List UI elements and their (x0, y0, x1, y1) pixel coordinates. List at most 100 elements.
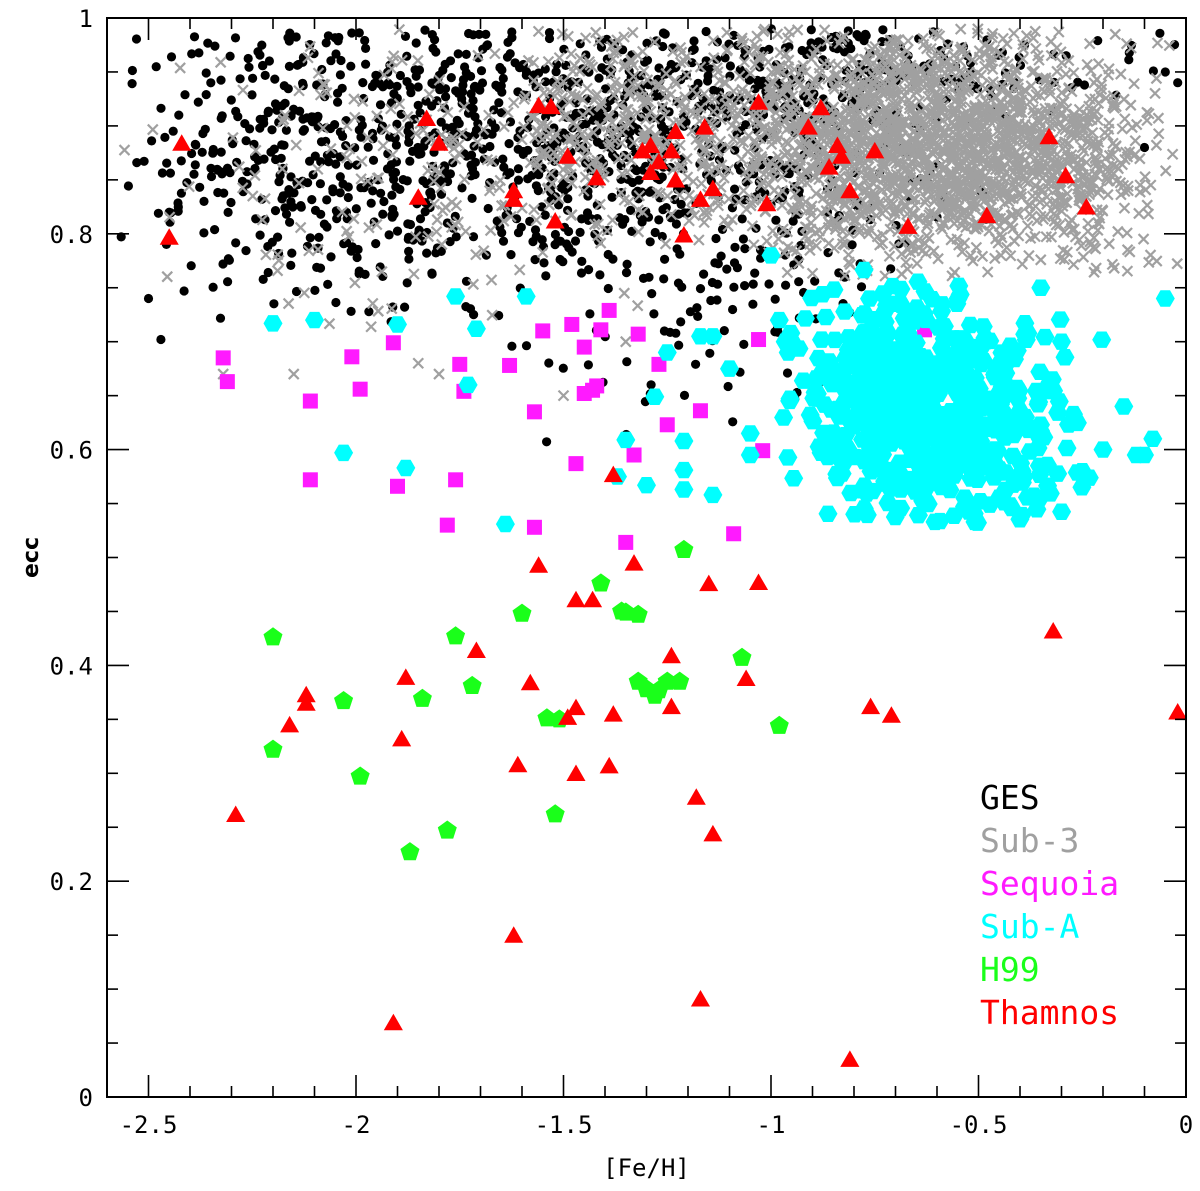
series-sub-3 (118, 23, 1184, 402)
sub-3-point (423, 88, 436, 101)
sub-3-point (993, 139, 1006, 152)
sub-3-point (806, 267, 819, 280)
sub-3-point (290, 139, 302, 151)
sub-3-point (845, 73, 857, 86)
sub-3-point (1121, 244, 1134, 256)
ges-point (321, 38, 331, 48)
ges-point (354, 269, 364, 279)
sub-3-point (895, 183, 907, 196)
sub-a-point (951, 359, 971, 376)
sub-3-point (1043, 178, 1055, 190)
sub-3-point (161, 270, 174, 283)
legend-entry-sub-3: Sub-3 (980, 821, 1079, 860)
ges-point (379, 196, 389, 207)
sub-3-point (776, 199, 788, 212)
ges-point (738, 234, 749, 244)
sub-3-point (842, 210, 854, 222)
sub-3-point (1052, 103, 1065, 116)
x-axis-label: [Fe/H] (603, 1154, 690, 1182)
sub-3-point (680, 50, 693, 63)
sub-3-point (707, 105, 720, 118)
ges-point (562, 239, 572, 249)
thamnos-point (695, 118, 715, 135)
sub-3-point (1088, 108, 1101, 120)
sub-3-point (931, 171, 943, 183)
ges-point (346, 61, 356, 71)
sub-3-point (838, 30, 850, 43)
sub-3-point (565, 48, 577, 60)
ges-point (391, 140, 401, 150)
sequoia-point (344, 349, 360, 365)
ges-point (404, 246, 414, 256)
ges-point (693, 311, 703, 321)
ges-point (326, 252, 336, 262)
sub-3-point (910, 135, 922, 147)
sub-3-point (921, 42, 933, 55)
ges-point (232, 157, 242, 167)
sub-3-point (971, 27, 984, 39)
sub-3-point (807, 144, 820, 156)
thamnos-point (599, 756, 619, 774)
ges-point (285, 217, 295, 227)
ges-point (502, 52, 513, 62)
thamnos-point (429, 134, 449, 151)
series-sub-a (263, 247, 1175, 533)
sub-a-point (846, 381, 866, 398)
ges-point (771, 215, 781, 225)
ges-point (422, 248, 432, 258)
sub-3-point (920, 230, 933, 242)
sub-3-point (356, 155, 368, 168)
ges-point (244, 62, 254, 72)
ges-point (581, 50, 591, 60)
ges-point (770, 327, 780, 337)
ges-point (280, 98, 290, 108)
thamnos-point (749, 573, 769, 590)
sub-3-point (459, 225, 472, 238)
sub-3-point (913, 242, 925, 254)
ges-point (225, 51, 235, 61)
ges-point (788, 216, 798, 226)
y-tick-label: 0.4 (50, 652, 93, 680)
sub-3-point (348, 93, 360, 105)
thamnos-point (690, 990, 710, 1007)
ges-point (806, 25, 816, 35)
ges-point (458, 80, 468, 90)
sub-a-point (775, 333, 795, 350)
ges-point (654, 63, 664, 73)
sub-3-point (967, 194, 979, 206)
sub-3-point (818, 58, 831, 70)
ges-point (427, 268, 437, 278)
thamnos-point (396, 668, 416, 685)
ges-point (201, 68, 211, 78)
sub-3-point (409, 231, 422, 243)
sub-a-point (932, 436, 952, 453)
sub-3-point (831, 77, 844, 90)
sub-a-point (816, 308, 836, 326)
sub-3-point (940, 88, 952, 100)
sub-3-point (606, 214, 619, 226)
sub-3-point (827, 101, 840, 113)
x-tick-label: -1.5 (535, 1111, 593, 1139)
sub-3-point (1129, 148, 1142, 161)
ges-point (466, 160, 476, 170)
sequoia-point (352, 381, 368, 397)
sub-3-point (1056, 122, 1069, 135)
sub-3-point (349, 111, 361, 124)
sub-3-point (260, 248, 272, 261)
sub-3-point (456, 127, 468, 140)
sub-3-point (859, 98, 872, 111)
sub-3-point (619, 110, 631, 123)
ges-point (127, 65, 137, 76)
sub-3-point (973, 170, 985, 183)
ges-point (540, 210, 550, 220)
sub-3-point (793, 139, 806, 152)
sub-3-point (1128, 78, 1140, 90)
ges-point (356, 132, 366, 142)
ges-point (258, 274, 268, 284)
sub-3-point (870, 171, 883, 184)
thamnos-point (649, 152, 669, 170)
sub-3-point (1103, 117, 1115, 129)
sub-3-point (610, 125, 623, 137)
sub-3-point (578, 185, 590, 197)
ges-point (466, 150, 477, 160)
